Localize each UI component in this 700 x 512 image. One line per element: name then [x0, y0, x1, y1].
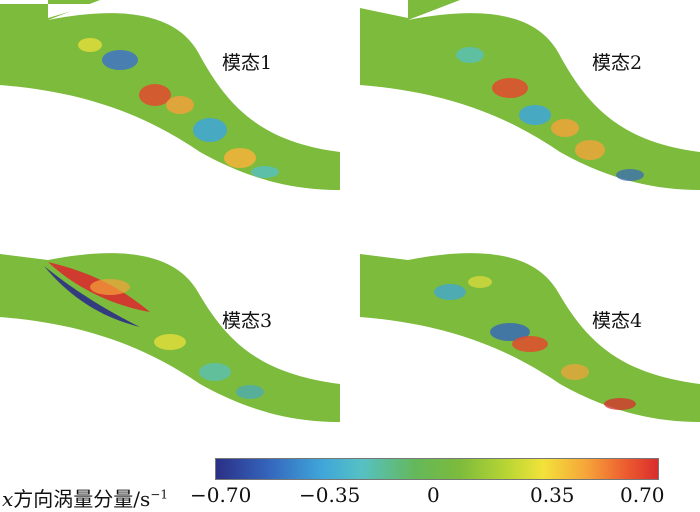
mode-panel-2: 模态2	[360, 0, 700, 212]
panel-label: 模态1	[222, 52, 273, 74]
flow-field-3	[0, 232, 340, 444]
flow-field-1	[0, 0, 340, 212]
flow-field-2	[360, 0, 700, 212]
colorbar-unit-exponent: −1	[150, 487, 168, 502]
colorbar-tick: −0.70	[190, 483, 252, 507]
flow-field-4	[360, 232, 700, 444]
colorbar-title: x方向涡量分量/s−1	[2, 483, 168, 512]
mode-panel-1: 模态1	[0, 0, 340, 212]
mode-panel-4: 模态4	[360, 232, 700, 444]
colorbar-title-text: 方向涡量分量/s	[13, 487, 151, 511]
colorbar-tick: 0.70	[620, 483, 665, 507]
panel-label: 模态4	[592, 310, 643, 332]
colorbar-tick: −0.35	[299, 483, 361, 507]
colorbar-variable: x	[2, 487, 14, 511]
mode-panel-3: 模态3	[0, 232, 340, 444]
colorbar-gradient	[215, 458, 659, 480]
colorbar-tick: 0.35	[530, 483, 575, 507]
colorbar-tick: 0	[427, 483, 440, 507]
panel-label: 模态3	[222, 310, 273, 332]
colorbar-legend: x方向涡量分量/s−1 −0.70 −0.35 0 0.35 0.70	[0, 452, 700, 511]
panel-label: 模态2	[592, 52, 643, 74]
